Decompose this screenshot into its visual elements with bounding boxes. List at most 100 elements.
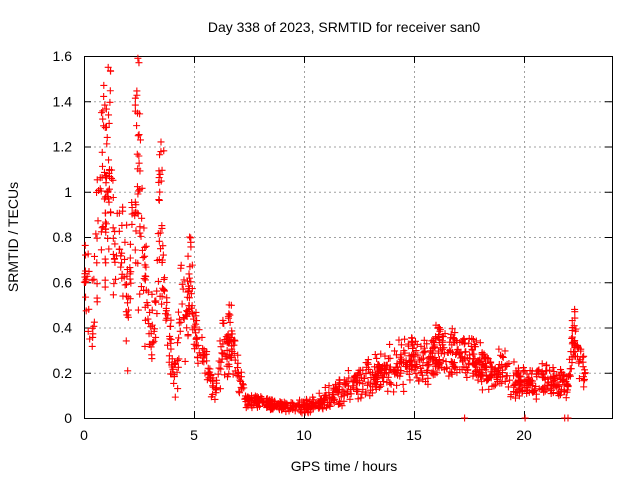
data-point: [412, 347, 420, 355]
data-point: [234, 351, 242, 359]
data-point: [183, 324, 191, 332]
data-point: [575, 359, 583, 367]
data-point: [478, 378, 486, 386]
data-point: [201, 369, 209, 377]
data-point: [344, 382, 352, 390]
data-points: [80, 54, 589, 422]
data-point: [90, 318, 98, 326]
data-point: [174, 339, 182, 347]
data-point: [580, 383, 588, 391]
data-point: [131, 101, 139, 109]
data-point: [425, 361, 433, 369]
data-point: [340, 380, 348, 388]
data-point: [364, 359, 372, 367]
data-point: [121, 281, 129, 289]
data-point: [499, 369, 507, 377]
data-point: [571, 348, 579, 356]
data-point: [102, 209, 110, 217]
data-point: [121, 255, 129, 263]
data-point: [451, 363, 459, 371]
data-point: [141, 261, 149, 269]
data-point: [483, 377, 491, 385]
data-point: [228, 327, 236, 335]
data-point: [408, 361, 416, 369]
data-point: [395, 336, 403, 344]
data-point: [289, 399, 297, 407]
data-point: [579, 363, 587, 371]
data-point: [105, 156, 113, 164]
data-point: [483, 354, 491, 362]
data-point: [109, 250, 117, 258]
data-point: [345, 374, 353, 382]
data-point: [495, 345, 503, 353]
data-point: [273, 402, 281, 410]
data-point: [228, 342, 236, 350]
data-point: [192, 308, 200, 316]
data-point: [111, 240, 119, 248]
data-point: [469, 372, 477, 380]
data-point: [102, 172, 110, 180]
data-point: [450, 335, 458, 343]
data-point: [488, 382, 496, 390]
data-point: [124, 293, 132, 301]
data-point: [562, 394, 570, 402]
data-point: [507, 391, 515, 399]
data-point: [231, 356, 239, 364]
data-point: [409, 344, 417, 352]
data-point: [525, 376, 533, 384]
data-point: [176, 315, 184, 323]
data-point: [97, 109, 105, 117]
data-point: [581, 366, 589, 374]
data-point: [244, 400, 252, 408]
data-point: [377, 382, 385, 390]
data-point: [391, 347, 399, 355]
data-point: [503, 372, 511, 380]
data-point: [109, 234, 117, 242]
data-point: [529, 388, 537, 396]
data-point: [98, 162, 106, 170]
data-point: [102, 225, 110, 233]
data-point: [215, 357, 223, 365]
y-tick-label: 1.4: [53, 93, 73, 109]
data-point: [511, 394, 519, 402]
data-point: [386, 379, 394, 387]
data-point: [435, 355, 443, 363]
data-point: [156, 188, 164, 196]
data-point: [146, 340, 154, 348]
data-point: [107, 67, 115, 75]
data-point: [512, 388, 520, 396]
data-point: [156, 151, 164, 159]
data-point: [479, 372, 487, 380]
data-point: [434, 333, 442, 341]
data-point: [575, 375, 583, 383]
data-point: [191, 345, 199, 353]
data-point: [142, 273, 150, 281]
data-point: [387, 380, 395, 388]
data-point: [443, 363, 451, 371]
data-point: [349, 384, 357, 392]
data-point: [439, 345, 447, 353]
data-point: [171, 393, 179, 401]
data-point: [148, 351, 156, 359]
data-point: [406, 376, 414, 384]
data-point: [450, 359, 458, 367]
data-point: [354, 388, 362, 396]
data-point: [119, 292, 127, 300]
data-point: [355, 366, 363, 374]
data-point: [374, 364, 382, 372]
data-point: [549, 378, 557, 386]
data-point: [401, 349, 409, 357]
data-point: [206, 365, 214, 373]
data-point: [560, 381, 568, 389]
data-point: [168, 355, 176, 363]
data-point: [514, 389, 522, 397]
data-point: [372, 383, 380, 391]
data-point: [469, 336, 477, 344]
data-point: [476, 339, 484, 347]
y-tick-label: 0.8: [53, 229, 73, 245]
data-point: [510, 358, 518, 366]
data-point: [390, 388, 398, 396]
data-point: [570, 337, 578, 345]
data-point: [100, 122, 108, 130]
data-point: [155, 174, 163, 182]
